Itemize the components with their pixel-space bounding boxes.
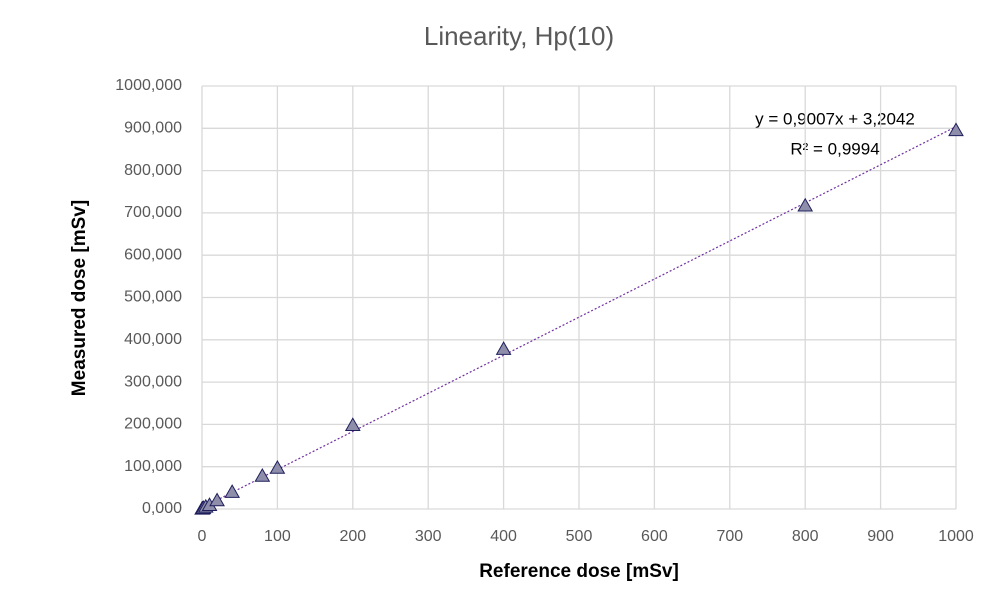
y-tick-label: 200,000 [124, 416, 182, 433]
y-tick-label: 0,000 [142, 500, 182, 517]
trendline [201, 126, 957, 509]
data-point [948, 122, 964, 137]
data-point [495, 341, 512, 355]
y-tick-label: 900,000 [124, 120, 182, 137]
y-tick-label: 400,000 [124, 331, 182, 348]
x-tick-label: 900 [867, 528, 894, 545]
trendline-r2: R² = 0,9994 [790, 139, 879, 158]
x-tick-label: 0 [198, 528, 207, 545]
x-tick-label: 500 [566, 528, 593, 545]
x-tick-label: 200 [339, 528, 366, 545]
x-tick-label: 700 [716, 528, 743, 545]
y-tick-label: 800,000 [124, 162, 182, 179]
y-tick-label: 100,000 [124, 458, 182, 475]
chart-title: Linearity, Hp(10) [424, 21, 614, 51]
x-tick-label: 300 [415, 528, 442, 545]
x-tick-label: 400 [490, 528, 517, 545]
y-tick-label: 1000,000 [115, 77, 182, 94]
data-point [269, 459, 286, 474]
data-point [254, 467, 271, 482]
x-tick-label: 100 [264, 528, 291, 545]
y-tick-label: 700,000 [124, 204, 182, 221]
data-point [344, 417, 361, 431]
x-axis-title: Reference dose [mSv] [479, 561, 679, 582]
y-axis-title: Measured dose [mSv] [69, 200, 90, 396]
x-tick-label: 600 [641, 528, 668, 545]
trendline-equation: y = 0,9007x + 3,2042 [755, 109, 915, 128]
x-tick-label: 1000 [938, 528, 974, 545]
data-point [209, 492, 225, 507]
x-tick-label: 800 [792, 528, 819, 545]
data-point [797, 197, 814, 212]
y-tick-label: 600,000 [124, 246, 182, 263]
data-point [224, 484, 241, 498]
y-tick-label: 500,000 [124, 289, 182, 306]
y-tick-label: 300,000 [124, 373, 182, 390]
